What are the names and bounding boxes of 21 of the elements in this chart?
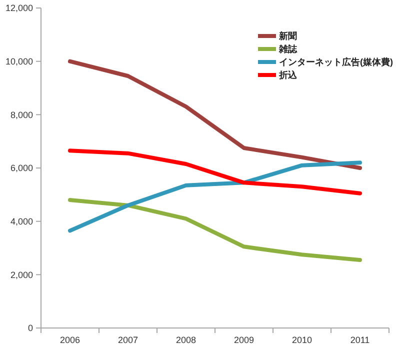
- line-series: [68, 160, 362, 233]
- y-tick-label: 12,000: [5, 3, 33, 14]
- y-tick-label: 6,000: [10, 163, 33, 174]
- legend-label: 折込: [278, 70, 298, 80]
- x-tick-label: 2008: [176, 335, 196, 345]
- line-series: [68, 148, 362, 196]
- y-tick-label: 8,000: [10, 110, 33, 120]
- y-tick-label: 0: [28, 323, 33, 334]
- y-tick-label: 4,000: [10, 216, 33, 226]
- x-tick-label: 2007: [118, 335, 138, 345]
- legend-label: 雑誌: [278, 44, 298, 54]
- legend-label: 新聞: [278, 31, 297, 42]
- line-series: [68, 59, 362, 170]
- y-tick-label: 2,000: [10, 270, 33, 280]
- y-tick-label: 10,000: [5, 56, 33, 66]
- x-tick-label: 2011: [350, 335, 370, 345]
- x-tick-label: 2009: [234, 335, 254, 345]
- x-tick-label: 2010: [292, 335, 312, 345]
- line-series: [68, 198, 362, 262]
- x-tick-label: 2006: [60, 335, 80, 345]
- legend-label: インターネット広告(媒体費): [279, 57, 393, 68]
